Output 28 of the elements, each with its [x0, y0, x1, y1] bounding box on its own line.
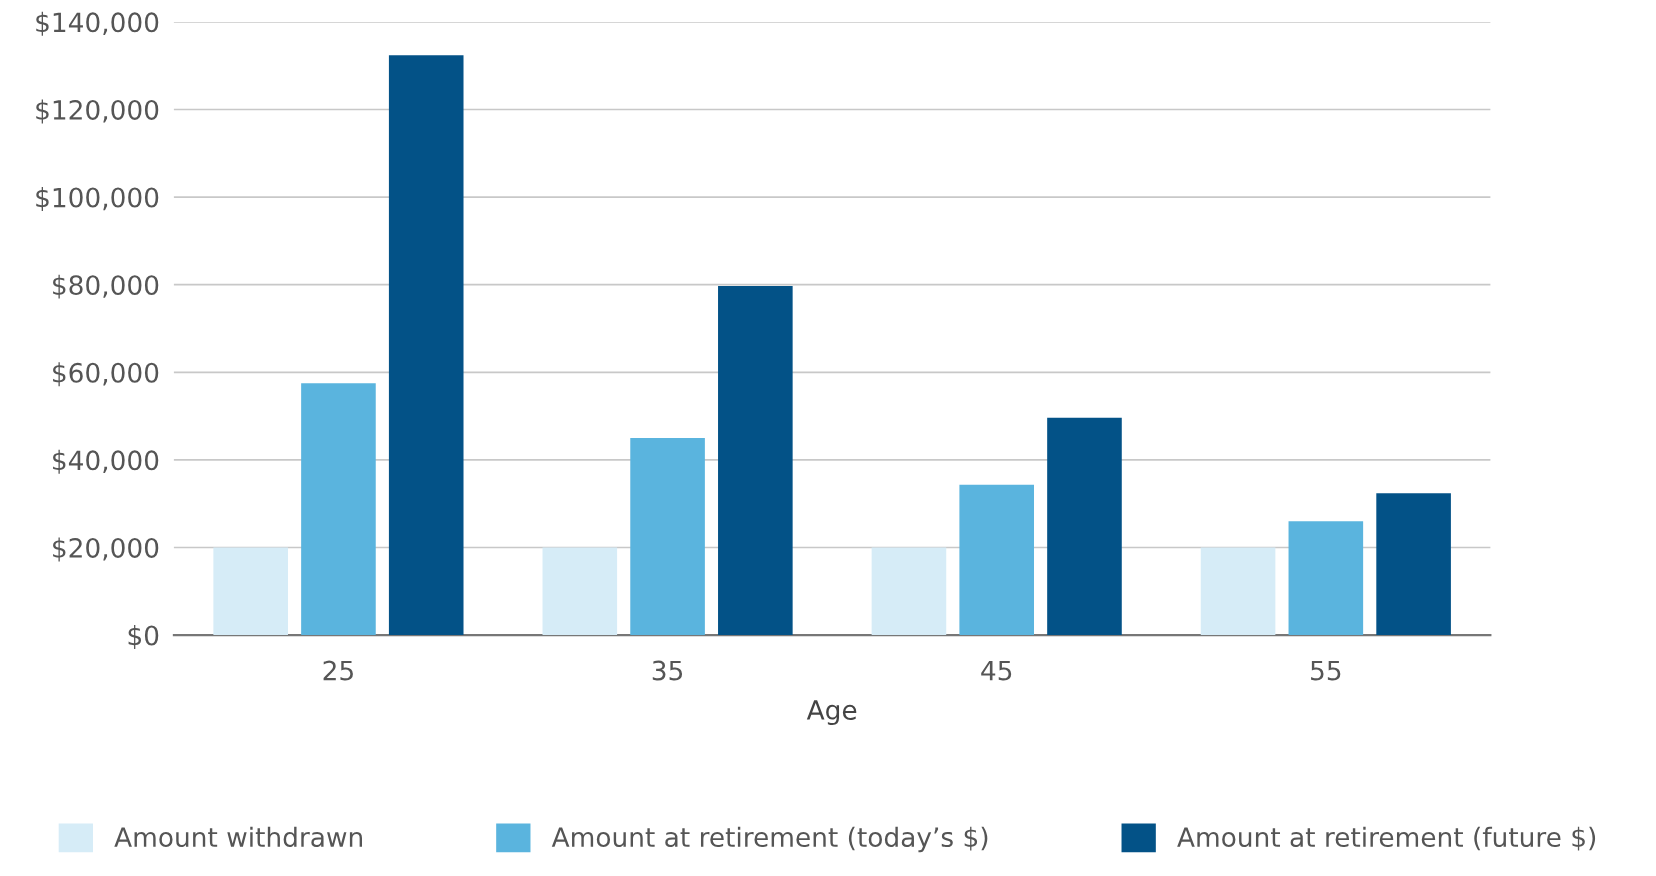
bar	[959, 484, 1035, 636]
x-tick-label: 35	[652, 660, 683, 681]
y-tick-label: $20,000	[53, 537, 159, 562]
y-tick-label: $140,000	[36, 11, 159, 36]
legend-label: Amount withdrawn	[114, 826, 363, 848]
y-tick-label: $40,000	[53, 449, 159, 474]
bar	[718, 286, 793, 636]
y-tick-label: $100,000	[36, 187, 159, 212]
bar	[1376, 493, 1451, 636]
y-tick-label: $60,000	[53, 362, 159, 387]
y-tick-label: $0	[128, 625, 159, 650]
bar	[630, 438, 705, 636]
bar	[1047, 417, 1122, 636]
bar	[542, 547, 618, 636]
legend-label: Amount at retirement (today’s $)	[551, 826, 988, 853]
legend-label: Amount at retirement (future $)	[1177, 826, 1596, 851]
x-tick-label: 55	[1311, 660, 1341, 681]
bar	[213, 547, 288, 636]
bar	[871, 547, 947, 636]
x-tick-label: 45	[981, 660, 1012, 681]
bar	[388, 55, 464, 636]
x-tick-label: 25	[323, 660, 353, 681]
y-tick-label: $80,000	[53, 274, 159, 299]
bar	[1200, 547, 1276, 636]
x-axis-title: Age	[806, 700, 857, 726]
bar	[1288, 521, 1364, 636]
y-tick-label: $120,000	[36, 99, 159, 124]
bar	[301, 383, 376, 636]
